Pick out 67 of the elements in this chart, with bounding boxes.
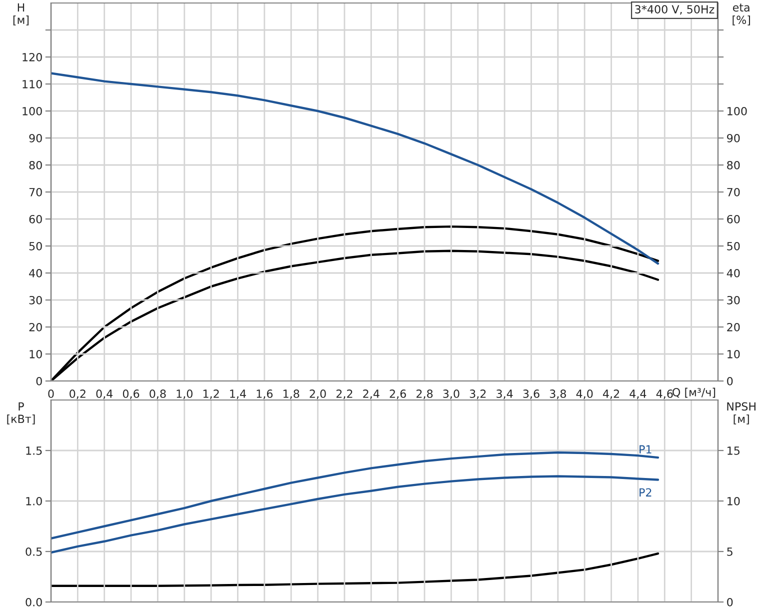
- x-tick-label: 4,2: [602, 390, 620, 400]
- y-axis-title: H [м]: [13, 3, 29, 26]
- y2-tick-label: 50: [727, 242, 740, 250]
- annotation: 3*400 V, 50Hz: [635, 5, 714, 15]
- x-tick-label: 4,0: [576, 390, 593, 400]
- x-tick-label: 0,8: [150, 390, 166, 400]
- y-tick-label: 0: [36, 376, 42, 386]
- y-tick-label: 100: [22, 106, 42, 116]
- y-tick-label: 50: [29, 242, 42, 250]
- y-tick-label: 20: [29, 322, 42, 332]
- x-tick-label: 0: [48, 390, 54, 398]
- y2-tick-label: 15: [728, 446, 740, 455]
- y2-tick-label: 80: [727, 160, 740, 170]
- y2-tick-label: 5: [727, 548, 732, 556]
- x-tick-label: 0,2: [70, 390, 86, 400]
- y-tick-label: 70: [29, 188, 42, 196]
- series-label: P1: [640, 445, 652, 454]
- y2-tick-label: 10: [728, 350, 740, 358]
- x-tick-label: 2,8: [416, 390, 433, 400]
- y-tick-label: 30: [29, 296, 42, 304]
- y2-tick-label: 60: [727, 214, 740, 224]
- y-tick-label: 10: [30, 350, 42, 358]
- y2-axis-title: NPSH [м]: [727, 402, 756, 424]
- x-tick-label: 1,2: [203, 390, 219, 400]
- y2-tick-label: 0: [727, 598, 733, 606]
- y-tick-label: 1.0: [26, 496, 42, 506]
- line-series: [51, 552, 660, 587]
- y-tick-label: 110: [22, 80, 42, 88]
- x-axis-title: Q [м³/ч]: [672, 388, 716, 398]
- x-tick-label: 3,2: [470, 390, 486, 400]
- y-axis-title: P [кВт]: [7, 402, 35, 424]
- x-tick-label: 3,4: [496, 390, 513, 400]
- y-tick-label: 80: [29, 160, 42, 170]
- x-tick-label: 2,4: [363, 390, 380, 400]
- y-tick-label: 0.0: [26, 598, 42, 606]
- series-label: P2: [640, 488, 652, 496]
- y-tick-label: 120: [22, 52, 42, 62]
- y2-axis-title: eta [%]: [732, 4, 750, 26]
- x-tick-label: 2,0: [310, 390, 326, 400]
- line-series: [51, 72, 660, 265]
- y2-tick-label: 100: [728, 106, 747, 116]
- y-tick-label: 60: [29, 214, 42, 224]
- y2-tick-label: 10: [728, 496, 740, 506]
- y2-tick-label: 0: [727, 376, 733, 386]
- y-tick-label: 1.5: [26, 446, 42, 455]
- y-tick-label: 0.5: [26, 547, 42, 556]
- x-tick-label: 2,2: [336, 390, 352, 400]
- y-tick-label: 90: [29, 134, 42, 142]
- x-tick-label: 0,4: [96, 390, 113, 400]
- x-tick-label: 3,6: [523, 390, 540, 400]
- y2-tick-label: 20: [727, 322, 740, 332]
- x-tick-label: 1,4: [230, 390, 246, 400]
- x-tick-label: 4,4: [630, 390, 646, 400]
- y2-tick-label: 30: [727, 296, 740, 304]
- x-tick-label: 1,0: [176, 390, 192, 400]
- line-series: [51, 475, 660, 554]
- y2-tick-label: 40: [726, 268, 740, 278]
- x-tick-label: 1,8: [284, 390, 300, 400]
- x-tick-label: 1,6: [256, 390, 273, 400]
- y2-tick-label: 90: [727, 134, 740, 142]
- x-tick-label: 3,0: [443, 390, 460, 400]
- y2-tick-label: 70: [727, 188, 740, 196]
- x-tick-label: 0,6: [122, 390, 140, 400]
- x-tick-label: 2,6: [390, 390, 406, 400]
- x-tick-label: 4,6: [656, 390, 673, 400]
- x-tick-label: 3,8: [550, 390, 566, 400]
- y-tick-label: 40: [29, 268, 42, 278]
